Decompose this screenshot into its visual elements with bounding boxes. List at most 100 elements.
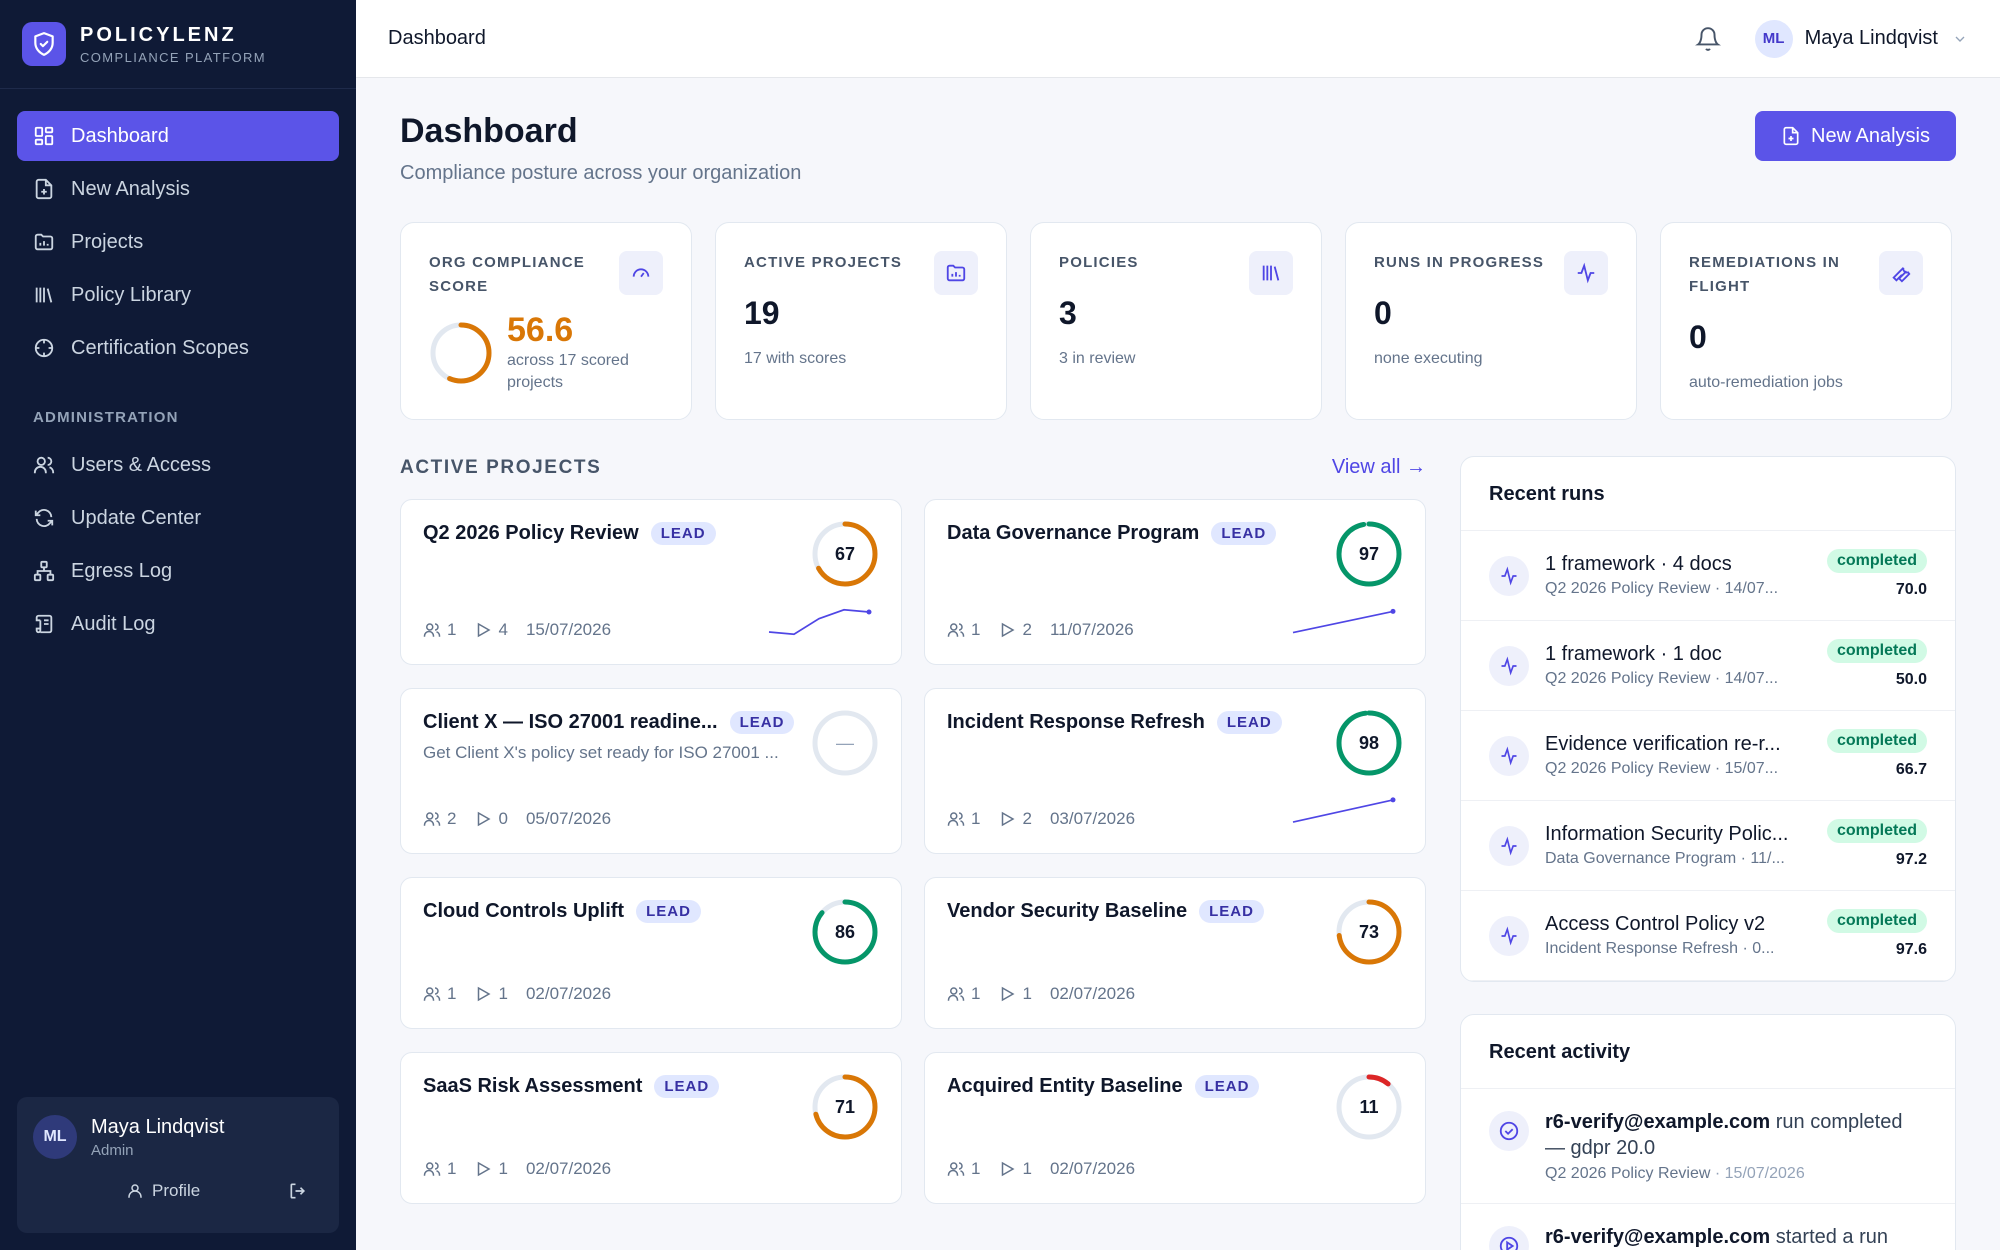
lead-badge: LEAD bbox=[654, 1075, 720, 1098]
project-card[interactable]: Incident Response Refresh LEAD 1 2 03/07/202… bbox=[924, 688, 1426, 854]
activity-icon bbox=[1489, 555, 1529, 596]
project-description: Get Client X's policy set ready for ISO … bbox=[423, 743, 779, 762]
project-card[interactable]: Cloud Controls Uplift LEAD 1 1 02/07/2026 86 bbox=[400, 877, 902, 1029]
score-ring bbox=[812, 710, 878, 776]
profile-button[interactable]: Profile bbox=[126, 1181, 200, 1201]
project-card[interactable]: Q2 2026 Policy Review LEAD 1 4 15/07/2026 67 bbox=[400, 499, 902, 665]
sidebar-item-new-analysis[interactable]: New Analysis bbox=[17, 164, 339, 214]
stat-value: 19 bbox=[744, 295, 780, 331]
project-title: Acquired Entity Baseline bbox=[947, 1075, 1183, 1097]
stat-card-compliance-score[interactable]: ORG COMPLIANCE SCORE 56.6 across 17 scor… bbox=[400, 222, 692, 420]
stat-value: 0 bbox=[1374, 295, 1392, 331]
project-title: Client X — ISO 27001 readine... bbox=[423, 711, 718, 733]
library-icon bbox=[35, 287, 53, 303]
bell-icon[interactable] bbox=[1694, 26, 1721, 52]
sidebar-item-users-access[interactable]: Users & Access bbox=[17, 440, 339, 490]
view-all-link[interactable]: View all → bbox=[1331, 456, 1426, 478]
lead-badge: LEAD bbox=[1211, 522, 1277, 545]
project-title: Data Governance Program bbox=[947, 522, 1200, 544]
avatar[interactable]: ML bbox=[1754, 19, 1793, 58]
stat-label: REMEDIATIONS IN FLIGHT bbox=[1689, 254, 1841, 295]
new-analysis-label: New Analysis bbox=[1811, 124, 1930, 147]
project-date: 15/07/2026 bbox=[525, 620, 612, 639]
activity-icon bbox=[1564, 251, 1608, 295]
stat-card-active-projects[interactable]: ACTIVE PROJECTS 19 17 with scores bbox=[715, 222, 1007, 420]
admin-section-label: ADMINISTRATION bbox=[33, 409, 179, 426]
new-analysis-button[interactable]: New Analysis bbox=[1755, 111, 1956, 161]
sidebar-item-policy-library[interactable]: Policy Library bbox=[17, 270, 339, 320]
stat-card-policies[interactable]: POLICIES 3 3 in review bbox=[1030, 222, 1322, 420]
profile-label: Profile bbox=[152, 1181, 201, 1200]
project-card[interactable]: Data Governance Program LEAD 1 2 11/07/2026 9… bbox=[924, 499, 1426, 665]
run-count: 2 bbox=[1022, 620, 1032, 639]
activity-icon bbox=[1489, 645, 1529, 686]
score-value: 98 bbox=[1358, 732, 1380, 753]
project-card[interactable]: Vendor Security Baseline LEAD 1 1 02/07/2026… bbox=[924, 877, 1426, 1029]
sidebar-item-certification-scopes[interactable]: Certification Scopes bbox=[17, 323, 339, 373]
sidebar-nav: Dashboard New Analysis Projects Policy L… bbox=[0, 89, 356, 649]
member-count: 1 bbox=[447, 1159, 457, 1178]
member-count: 1 bbox=[971, 984, 981, 1003]
activity-project[interactable]: Q2 2026 Policy Review bbox=[1545, 1165, 1711, 1182]
stat-card-remediations[interactable]: REMEDIATIONS IN FLIGHT 0 auto-remediatio… bbox=[1660, 222, 1952, 420]
stat-card-runs-in-progress[interactable]: RUNS IN PROGRESS 0 none executing bbox=[1345, 222, 1637, 420]
sidebar-item-label: Egress Log bbox=[71, 559, 173, 582]
gauge-icon bbox=[619, 251, 663, 295]
folder-chart-icon bbox=[34, 233, 54, 251]
users-icon bbox=[947, 1162, 965, 1176]
sidebar-item-projects[interactable]: Projects bbox=[17, 217, 339, 267]
score-value: 11 bbox=[1359, 1096, 1379, 1117]
run-count: 1 bbox=[498, 1159, 508, 1178]
project-card[interactable]: Acquired Entity Baseline LEAD 1 1 02/07/2026… bbox=[924, 1052, 1426, 1204]
sidebar-item-label: Users & Access bbox=[71, 453, 212, 476]
score-value: 67 bbox=[834, 543, 856, 564]
play-icon bbox=[1499, 1236, 1519, 1250]
project-date: 02/07/2026 bbox=[1049, 1159, 1136, 1178]
brand[interactable]: POLICYLENZ COMPLIANCE PLATFORM bbox=[0, 0, 356, 89]
sidebar-user-card: ML Maya Lindqvist Admin Profile bbox=[17, 1097, 339, 1233]
user-role: Admin bbox=[91, 1141, 134, 1159]
run-row[interactable]: 1 framework · 4 docs Q2 2026 Policy Revie… bbox=[1461, 531, 1955, 621]
sidebar-item-update-center[interactable]: Update Center bbox=[17, 493, 339, 543]
page-subtitle: Compliance posture across your organizat… bbox=[400, 162, 802, 184]
sidebar-item-label: Certification Scopes bbox=[71, 336, 249, 359]
score-value: 97 bbox=[1358, 543, 1380, 564]
run-title: Evidence verification re-r... bbox=[1545, 733, 1781, 755]
run-row[interactable]: Access Control Policy v2 Incident Respons… bbox=[1461, 891, 1955, 981]
project-grid: Q2 2026 Policy Review LEAD 1 4 15/07/2026 67 D… bbox=[400, 499, 1426, 1204]
project-card[interactable]: Client X — ISO 27001 readine... LEAD Get C… bbox=[400, 688, 902, 854]
project-card[interactable]: SaaS Risk Assessment LEAD 1 1 02/07/2026 71 bbox=[400, 1052, 902, 1204]
recent-activity-panel: Recent activity r6-verify@example.com ru… bbox=[1460, 1014, 1956, 1250]
activity-row: r6-verify@example.com run completed — gd… bbox=[1461, 1089, 1955, 1204]
activity-user[interactable]: r6-verify@example.com bbox=[1545, 1226, 1771, 1248]
chevron-down-icon[interactable] bbox=[1952, 31, 1968, 47]
lead-badge: LEAD bbox=[650, 522, 716, 545]
activity-user[interactable]: r6-verify@example.com bbox=[1545, 1111, 1771, 1133]
play-icon bbox=[1002, 811, 1015, 827]
trend-sparkline bbox=[1292, 608, 1396, 634]
run-count: 1 bbox=[1022, 984, 1032, 1003]
stat-label: ACTIVE PROJECTS bbox=[744, 254, 903, 271]
run-score: 50.0 bbox=[1895, 671, 1927, 688]
shield-logo-icon bbox=[22, 22, 66, 66]
run-row[interactable]: Information Security Polic... Data Govern… bbox=[1461, 801, 1955, 891]
run-row[interactable]: Evidence verification re-r... Q2 2026 Pol… bbox=[1461, 711, 1955, 801]
sidebar-item-audit-log[interactable]: Audit Log bbox=[17, 599, 339, 649]
score-value: 73 bbox=[1358, 921, 1380, 942]
sidebar-item-dashboard[interactable]: Dashboard bbox=[17, 111, 339, 161]
run-row[interactable]: 1 framework · 1 doc Q2 2026 Policy Review… bbox=[1461, 621, 1955, 711]
activity-icon bbox=[1489, 735, 1529, 776]
trend-sparkline bbox=[768, 608, 872, 636]
status-badge: completed bbox=[1826, 549, 1927, 573]
users-icon bbox=[947, 987, 965, 1001]
run-title: Information Security Polic... bbox=[1545, 823, 1789, 845]
status-badge: completed bbox=[1826, 639, 1927, 663]
member-count: 1 bbox=[971, 620, 981, 639]
score-ring bbox=[812, 899, 878, 965]
target-icon bbox=[34, 338, 54, 358]
topbar: Dashboard ML Maya Lindqvist bbox=[356, 0, 2000, 78]
user-menu-name[interactable]: Maya Lindqvist bbox=[1804, 27, 1938, 49]
play-icon bbox=[1002, 622, 1015, 638]
sidebar-item-egress-log[interactable]: Egress Log bbox=[17, 546, 339, 596]
logout-icon[interactable] bbox=[288, 1181, 308, 1201]
